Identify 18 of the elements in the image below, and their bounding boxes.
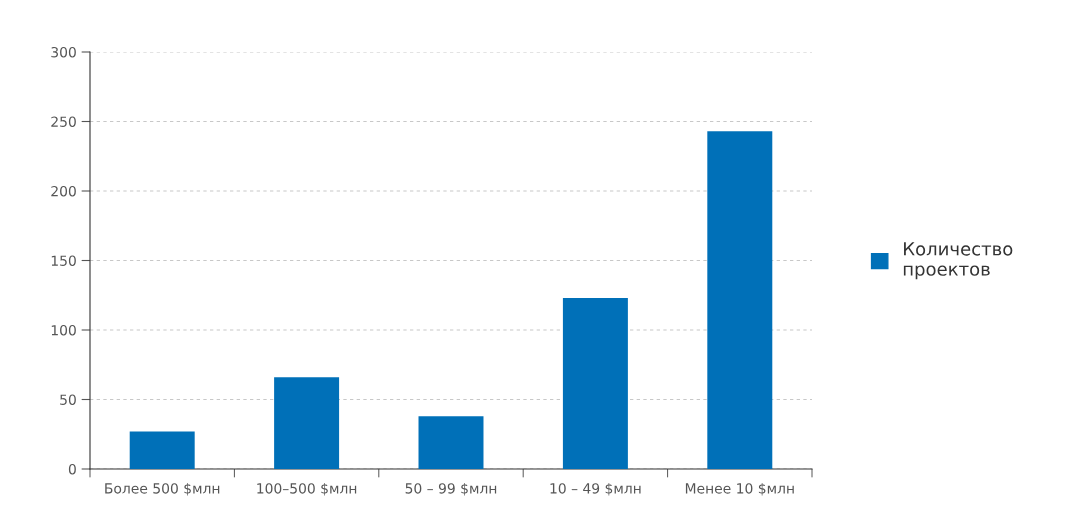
bar <box>129 431 195 469</box>
bar <box>707 131 773 469</box>
y-tick-label: 200 <box>51 185 76 197</box>
y-tick-label: 100 <box>51 324 76 336</box>
y-tick-label: 0 <box>68 463 76 475</box>
bar <box>562 298 628 469</box>
x-tick-label: Более 500 $млн <box>105 482 220 496</box>
x-tick-label: 50 – 99 $млн <box>405 482 497 496</box>
y-tick-label: 250 <box>51 116 76 127</box>
x-tick-label: 100–500 $млн <box>257 482 357 496</box>
y-tick-label: 150 <box>51 255 76 266</box>
bar <box>418 416 484 469</box>
bar <box>274 377 340 469</box>
x-tick-label: 10 – 49 $млн <box>550 482 641 496</box>
x-tick-label: Менее 10 $млн <box>685 482 794 496</box>
y-tick-label: 300 <box>51 46 76 58</box>
legend-label: Количество проектов <box>903 242 1013 280</box>
y-tick-label: 50 <box>60 394 76 405</box>
